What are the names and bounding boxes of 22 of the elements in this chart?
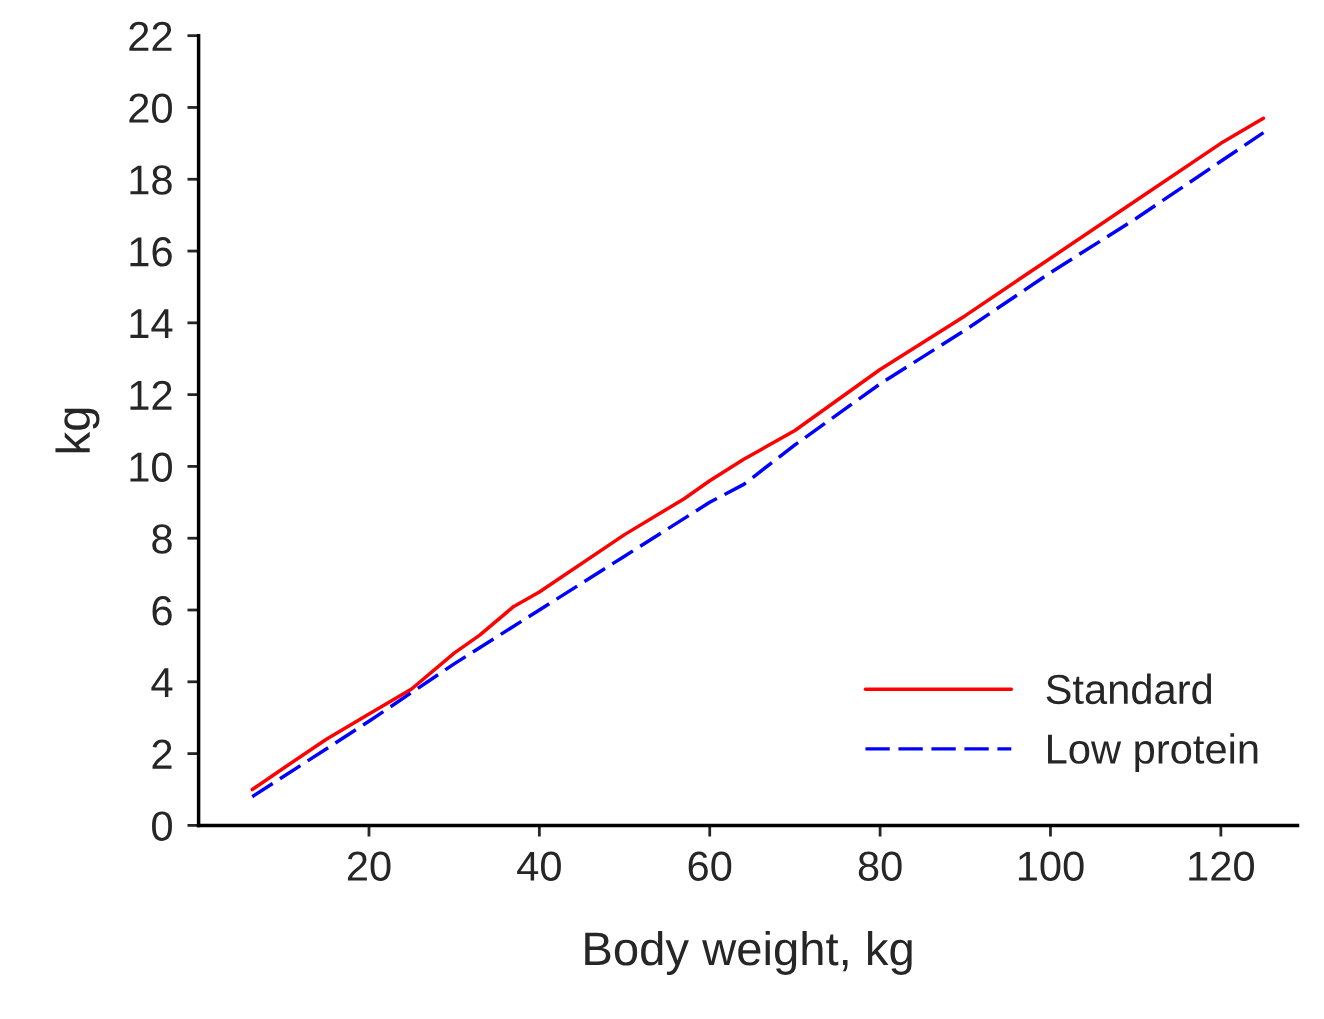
y-tick-label: 0 [152,811,172,841]
y-tick-label: 18 [130,165,172,195]
y-tick-label: 4 [151,668,173,697]
legend-label: Low protein [1048,733,1258,773]
x-tick-label: 40 [517,851,561,881]
y-tick-label: 20 [129,93,172,123]
x-tick-label: 100 [1018,851,1084,881]
y-tick-label: 12 [130,380,172,410]
legend-label: Standard [1046,673,1212,705]
x-tick-label: 20 [347,851,391,881]
x-tick-label: 60 [688,851,732,881]
x-tick-label: 120 [1189,851,1254,881]
y-tick-label: 2 [152,739,172,769]
y-tick-label: 14 [130,309,173,338]
x-axis-title: Body weight, kg [585,930,912,975]
y-tick-label: 6 [152,596,172,626]
y-tick-label: 8 [152,524,172,554]
y-axis-title: kg [55,408,100,453]
x-tick-label: 80 [858,851,902,881]
y-tick-label: 22 [129,21,172,51]
y-tick-label: 10 [130,452,172,482]
y-tick-label: 16 [130,237,172,267]
